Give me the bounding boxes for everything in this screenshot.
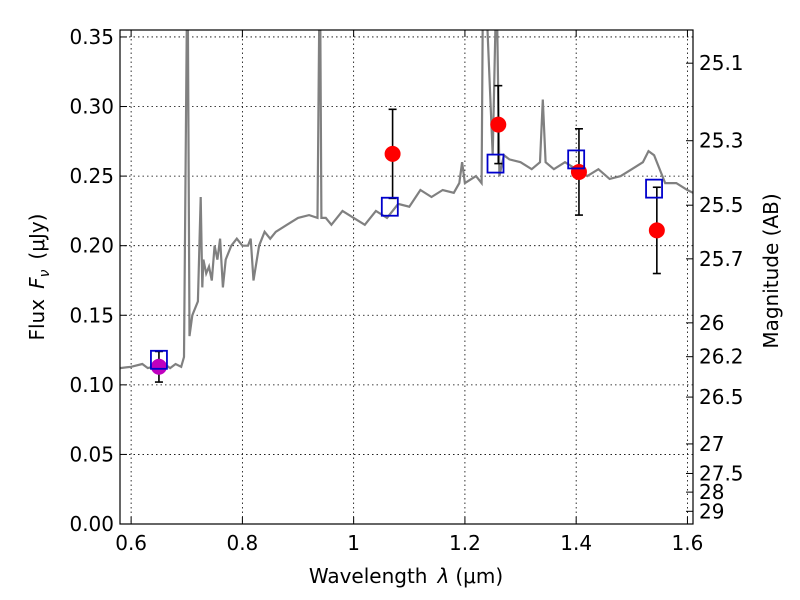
y2-tick-label: 28 [699,480,724,504]
y2-tick-label: 25.5 [699,193,744,217]
observed-point [384,145,401,162]
y2-tick-label: 26.5 [699,385,744,409]
y2-tick-label: 27.5 [699,461,744,485]
observed-point [150,358,167,375]
y2-tick-label: 27 [699,432,724,456]
y-tick-label: 0.25 [69,164,114,188]
y2-tick-label: 25.7 [699,247,744,271]
y-axis-ticks: 0.00 0.05 0.10 0.15 0.20 0.25 0.30 0.35 [69,25,127,536]
x-tick-label: 1.6 [672,531,704,555]
y2-tick-label: 29 [699,499,724,523]
y-tick-label: 0.30 [69,95,114,119]
y2-axis-label: Magnitude (AB) [759,193,783,348]
x-tick-label: 1.2 [449,531,481,555]
model-photometry-squares [150,149,663,370]
y2-tick-label: 25.1 [699,51,744,75]
y-tick-label: 0.35 [69,25,114,49]
y2-tick-label: 25.3 [699,129,744,153]
observed-point [648,222,665,239]
model-square [380,196,399,217]
model-square [150,349,168,370]
y-tick-label: 0.05 [69,442,114,466]
y2-tick-label: 26.2 [699,345,744,369]
x-axis-label: Wavelength λ (μm) [309,564,503,588]
spectrum-line [120,30,693,370]
y-tick-label: 0.20 [69,234,114,258]
x-tick-label: 1.4 [560,531,592,555]
x-tick-label: 0.8 [226,531,258,555]
model-square [486,153,505,174]
plot-frame [119,29,694,525]
y-tick-label: 0.15 [69,303,114,327]
x-axis-ticks: 0.6 0.8 1 1.2 1.4 1.6 [115,30,703,555]
y-tick-label: 0.10 [69,373,114,397]
y-tick-label: 0.00 [69,512,114,536]
y2-tick-label: 26 [699,311,724,335]
model-square [567,149,586,170]
error-bars [154,84,661,383]
observed-point [490,116,507,133]
x-tick-label: 0.6 [115,531,147,555]
x-tick-label: 1 [347,531,360,555]
observed-points [150,116,665,375]
model-square [645,178,663,199]
y-axis-label: FluxFν(μJy) [25,214,53,341]
